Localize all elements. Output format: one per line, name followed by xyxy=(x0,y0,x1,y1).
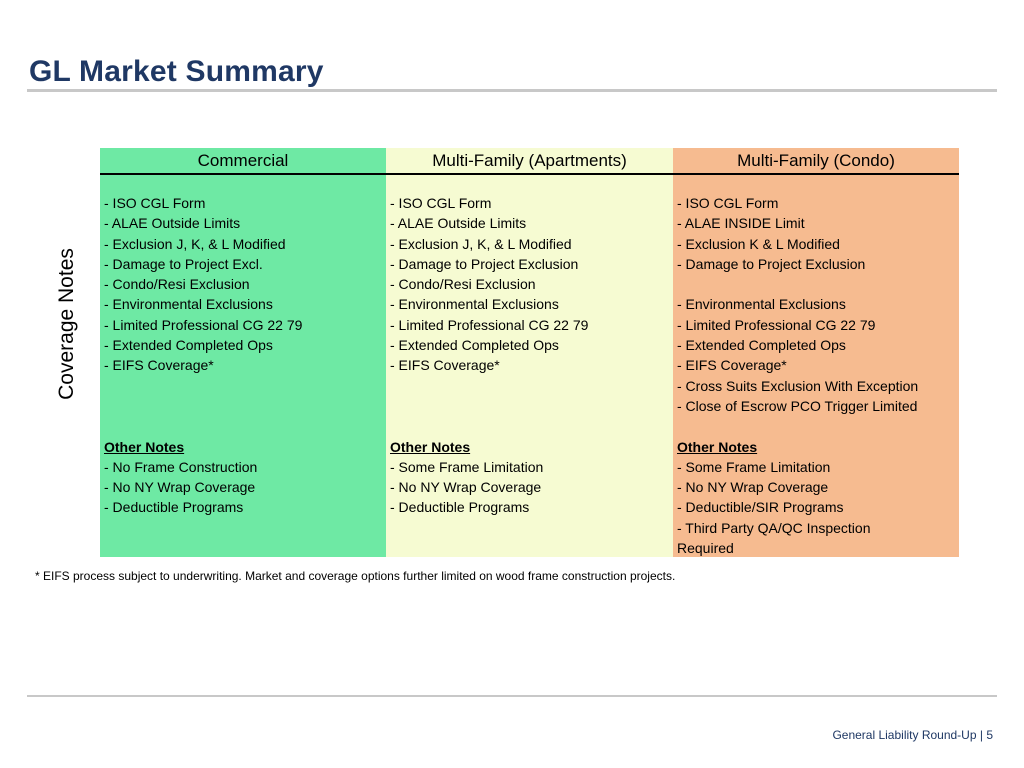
column-header-apartments: Multi-Family (Apartments) xyxy=(432,151,627,170)
footer-divider xyxy=(27,695,997,697)
coverage-item xyxy=(104,376,386,396)
note-item: - Deductible/SIR Programs xyxy=(677,499,844,516)
page-title: GL Market Summary xyxy=(29,55,324,88)
coverage-item xyxy=(104,396,386,416)
coverage-item: - Damage to Project Excl. xyxy=(104,255,263,272)
coverage-item: - Condo/Resi Exclusion xyxy=(390,276,536,293)
coverage-item: - Damage to Project Exclusion xyxy=(390,255,579,272)
note-item: - Deductible Programs xyxy=(104,499,244,516)
coverage-item: - Damage to Project Exclusion xyxy=(677,255,866,272)
footer-text: General Liability Round-Up | xyxy=(832,728,983,742)
coverage-item: - Exclusion K & L Modified xyxy=(677,235,840,252)
note-item: - Some Frame Limitation xyxy=(677,458,831,475)
coverage-item: - EIFS Coverage* xyxy=(104,357,214,374)
coverage-item: - Cross Suits Exclusion With Exception xyxy=(677,377,919,394)
other-notes-heading: Other Notes xyxy=(390,438,471,455)
note-item: Required xyxy=(677,540,734,557)
coverage-item: - EIFS Coverage* xyxy=(390,357,500,374)
coverage-item: - ISO CGL Form xyxy=(104,195,206,211)
coverage-item: - Environmental Exclusions xyxy=(390,296,559,313)
coverage-notes-label: Coverage Notes xyxy=(55,248,78,400)
coverage-item: - ISO CGL Form xyxy=(677,195,779,211)
coverage-item: - ALAE INSIDE Limit xyxy=(677,215,805,232)
coverage-item: - Close of Escrow PCO Trigger Limited xyxy=(677,397,918,414)
note-item: - Some Frame Limitation xyxy=(390,458,544,475)
column-condo: Multi-Family (Condo) - ISO CGL Form - AL… xyxy=(673,148,959,557)
column-apartments: Multi-Family (Apartments) - ISO CGL Form… xyxy=(386,148,673,557)
column-body: - ISO CGL Form - ALAE Outside Limits - E… xyxy=(100,174,386,518)
coverage-item: - Exclusion J, K, & L Modified xyxy=(104,235,286,252)
coverage-item: - Extended Completed Ops xyxy=(390,337,559,354)
coverage-item: - Environmental Exclusions xyxy=(677,296,846,313)
header-underline xyxy=(386,173,673,175)
coverage-item xyxy=(390,376,673,396)
page-number: 5 xyxy=(986,728,993,742)
coverage-item: - ALAE Outside Limits xyxy=(104,215,241,232)
note-item: - Third Party QA/QC Inspection xyxy=(677,519,871,536)
coverage-item xyxy=(390,416,673,436)
coverage-item: - Condo/Resi Exclusion xyxy=(104,276,250,293)
column-header-condo: Multi-Family (Condo) xyxy=(737,151,895,170)
coverage-item: - Limited Professional CG 22 79 xyxy=(677,316,876,333)
footnote: * EIFS process subject to underwriting. … xyxy=(35,569,676,583)
coverage-item: - ALAE Outside Limits xyxy=(390,215,527,232)
note-item: - No NY Wrap Coverage xyxy=(104,479,256,496)
coverage-item xyxy=(677,416,959,436)
column-header-commercial: Commercial xyxy=(197,151,289,170)
coverage-item xyxy=(677,274,959,294)
coverage-item: - EIFS Coverage* xyxy=(677,357,787,374)
coverage-item xyxy=(104,416,386,436)
other-notes-heading: Other Notes xyxy=(104,438,185,455)
note-item: - Deductible Programs xyxy=(390,499,530,516)
other-notes-heading: Other Notes xyxy=(677,438,758,455)
coverage-item: - Extended Completed Ops xyxy=(104,337,273,354)
header-underline xyxy=(673,173,959,175)
page-footer: General Liability Round-Up | 5 xyxy=(832,728,993,742)
coverage-item xyxy=(390,396,673,416)
coverage-item: - Limited Professional CG 22 79 xyxy=(104,316,303,333)
note-item: - No NY Wrap Coverage xyxy=(390,479,542,496)
coverage-item: - ISO CGL Form xyxy=(390,195,492,211)
coverage-item: - Environmental Exclusions xyxy=(104,296,273,313)
note-item: - No NY Wrap Coverage xyxy=(677,479,829,496)
column-body: - ISO CGL Form - ALAE Outside Limits - E… xyxy=(386,174,673,518)
market-summary-table: Commercial - ISO CGL Form - ALAE Outside… xyxy=(100,148,959,557)
coverage-item: - Exclusion J, K, & L Modified xyxy=(390,235,572,252)
title-divider xyxy=(27,89,997,92)
column-commercial: Commercial - ISO CGL Form - ALAE Outside… xyxy=(100,148,386,557)
coverage-item: - Limited Professional CG 22 79 xyxy=(390,316,589,333)
header-underline xyxy=(100,173,386,175)
coverage-item: - Extended Completed Ops xyxy=(677,337,846,354)
column-body: - ISO CGL Form - ALAE INSIDE Limit - Exc… xyxy=(673,174,959,558)
note-item: - No Frame Construction xyxy=(104,458,258,475)
